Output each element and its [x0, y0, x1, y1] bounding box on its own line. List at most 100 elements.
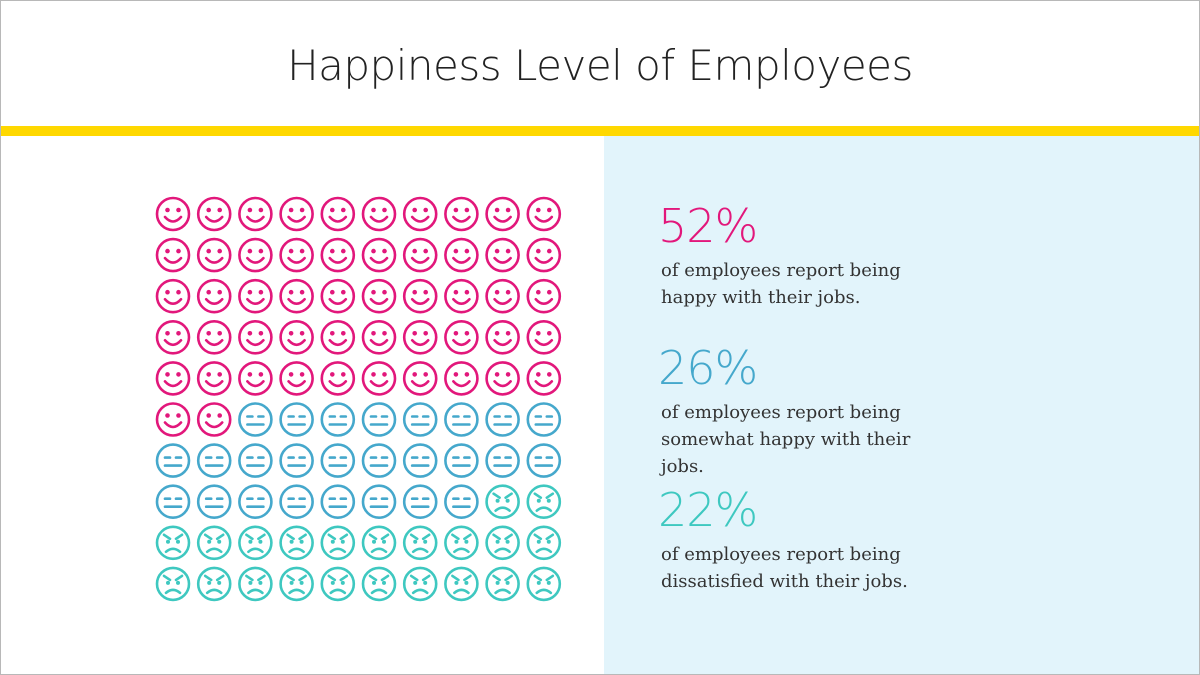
- face-outline: [444, 443, 479, 478]
- eye: [494, 331, 500, 336]
- stats-panel: [604, 136, 1199, 674]
- face-icon: [444, 402, 479, 437]
- eye: [505, 248, 511, 254]
- eye: [464, 207, 470, 213]
- brow: [463, 574, 472, 582]
- face-outline: [279, 402, 314, 437]
- face-outline: [279, 361, 314, 396]
- eye: [546, 580, 551, 585]
- mouth: [164, 547, 182, 554]
- face-icon: [444, 443, 479, 478]
- eye: [176, 539, 180, 544]
- brow: [545, 574, 555, 582]
- mouth: [452, 380, 471, 388]
- eye: [494, 372, 500, 377]
- face-icon: [526, 566, 562, 602]
- eye: [412, 331, 417, 336]
- eye: [258, 580, 263, 585]
- face-icon: [320, 237, 356, 273]
- eye: [217, 207, 222, 213]
- face-outline: [196, 566, 232, 602]
- eye: [412, 248, 417, 254]
- eye: [341, 331, 346, 336]
- face-outline: [196, 278, 232, 314]
- face-icon: [361, 237, 397, 273]
- mouth: [534, 338, 554, 347]
- eye: [247, 207, 253, 213]
- eye: [288, 207, 294, 213]
- brow: [162, 533, 172, 541]
- eye: [340, 539, 345, 544]
- mouth: [163, 380, 183, 388]
- mouth: [288, 588, 305, 595]
- eye: [382, 248, 387, 254]
- eye: [165, 248, 170, 254]
- eye: [206, 372, 211, 377]
- eye: [165, 331, 170, 336]
- face-icon: [526, 237, 562, 273]
- face-outline: [238, 525, 273, 561]
- face-outline: [444, 402, 479, 437]
- face-outline: [485, 402, 520, 437]
- face-icon: [485, 278, 520, 314]
- brow: [174, 533, 184, 541]
- eye: [258, 248, 264, 254]
- face-outline: [361, 525, 397, 561]
- face-icon: [402, 237, 438, 273]
- face-icon: [361, 361, 397, 396]
- face-outline: [402, 566, 438, 602]
- eye: [288, 331, 294, 336]
- mouth: [163, 338, 183, 347]
- face-outline: [196, 525, 232, 561]
- brow: [327, 533, 337, 541]
- face-icon: [155, 319, 191, 355]
- face-outline: [279, 278, 314, 314]
- brow: [409, 574, 419, 582]
- face-icon: [320, 319, 356, 355]
- mouth: [494, 506, 511, 513]
- eye: [258, 207, 264, 213]
- face-outline: [320, 278, 356, 314]
- face-icon: [444, 237, 479, 273]
- eye: [207, 580, 212, 585]
- stat-value: 26%: [658, 341, 758, 395]
- brow: [245, 533, 254, 541]
- eye: [382, 207, 387, 213]
- eye: [247, 248, 253, 254]
- eye: [505, 289, 511, 295]
- eye: [176, 289, 181, 295]
- mouth: [204, 338, 224, 347]
- face-icon: [526, 525, 562, 561]
- eye: [495, 580, 500, 585]
- mouth: [204, 421, 224, 429]
- face-icon: [279, 484, 314, 520]
- mouth: [246, 215, 265, 223]
- mouth: [247, 588, 264, 595]
- mouth: [370, 588, 388, 595]
- eye: [382, 580, 386, 585]
- eye: [217, 539, 222, 544]
- face-outline: [196, 402, 232, 437]
- face-icon: [402, 319, 438, 355]
- face-icon: [196, 402, 232, 437]
- eye: [505, 331, 511, 336]
- brow: [504, 492, 513, 500]
- face-outline: [526, 402, 562, 437]
- mouth: [163, 297, 183, 305]
- eye: [371, 331, 376, 336]
- eye: [546, 539, 551, 544]
- eye: [176, 207, 181, 213]
- mouth: [287, 297, 306, 305]
- face-outline: [444, 319, 479, 355]
- brow: [533, 574, 543, 582]
- brow: [533, 492, 543, 500]
- eye: [372, 580, 376, 585]
- mouth: [410, 297, 430, 305]
- face-icon: [402, 278, 438, 314]
- brow: [162, 574, 172, 582]
- face-outline: [196, 237, 232, 273]
- face-outline: [361, 566, 397, 602]
- brow: [380, 533, 390, 541]
- eye: [382, 372, 387, 377]
- mouth: [494, 547, 511, 554]
